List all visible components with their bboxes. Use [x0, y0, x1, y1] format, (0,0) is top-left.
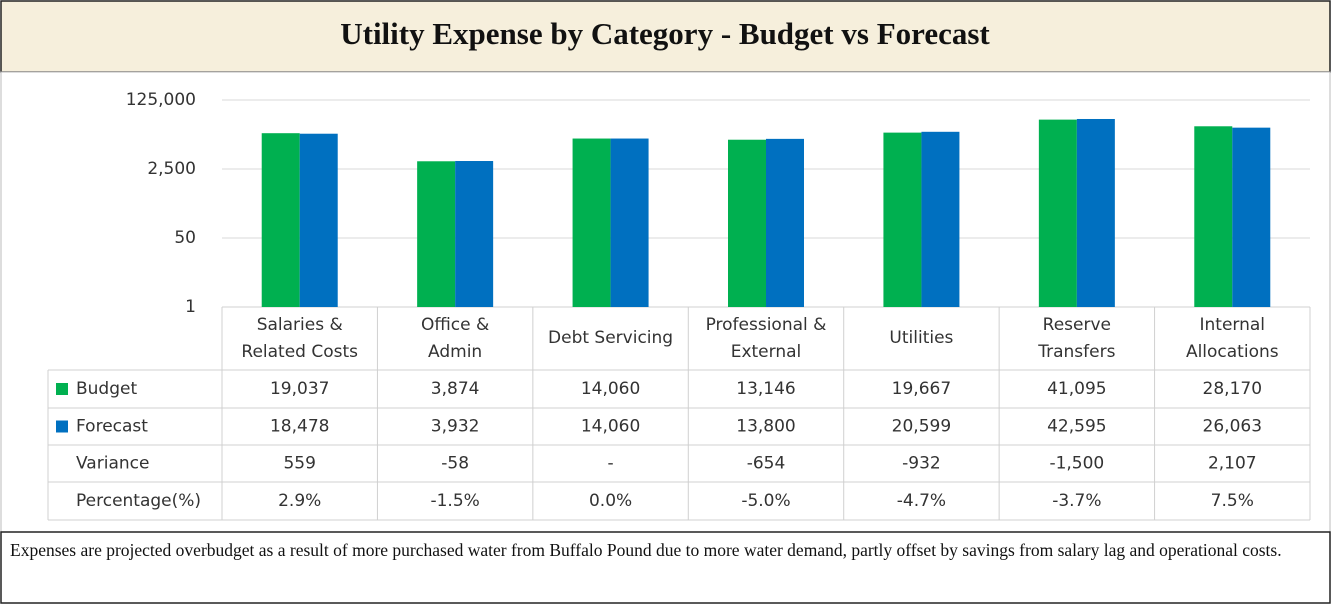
category-cell: Salaries & Related Costs — [241, 314, 359, 362]
table-value: 7.5% — [1211, 491, 1254, 511]
bar — [1194, 126, 1233, 307]
x-tick-label: Utilities — [889, 328, 954, 348]
table-value: -4.7% — [897, 491, 946, 511]
bar — [299, 133, 338, 307]
table-value: 18,478 — [270, 417, 329, 437]
legend-label: Forecast — [76, 417, 148, 437]
category-cell: Reserve Transfers — [1038, 314, 1116, 362]
y-tick-label: 1 — [185, 297, 196, 317]
chart-area — [0, 71, 1331, 533]
footnote: Expenses are projected overbudget as a r… — [10, 540, 1282, 560]
bar — [1232, 127, 1271, 307]
table-value: - — [608, 454, 614, 474]
bar — [572, 138, 611, 307]
table-value: 26,063 — [1203, 417, 1262, 437]
bar — [766, 138, 804, 307]
bar — [610, 138, 649, 307]
table-value: 13,800 — [736, 417, 795, 437]
table-value: -1,500 — [1049, 454, 1104, 474]
table-value: 559 — [283, 454, 315, 474]
table-value: -3.7% — [1052, 491, 1101, 511]
x-tick-label: Professional & External — [705, 314, 827, 362]
table-value: 13,146 — [736, 379, 795, 399]
table-value: 2.9% — [278, 491, 321, 511]
table-value: 14,060 — [581, 379, 640, 399]
bar — [1076, 118, 1115, 308]
table-value: 42,595 — [1047, 417, 1106, 437]
x-tick-label: Internal Allocations — [1185, 314, 1279, 362]
table-value: 19,037 — [270, 379, 329, 399]
category-cell: Utilities — [889, 328, 954, 348]
row-label: Percentage(%) — [76, 491, 201, 511]
x-tick-label: Office & Admin — [420, 314, 490, 362]
bar — [883, 132, 922, 307]
title-box — [0, 0, 1331, 73]
bar — [1038, 119, 1077, 308]
table-value: -5.0% — [741, 491, 790, 511]
table-value: 20,599 — [892, 417, 951, 437]
x-tick-label: Salaries & Related Costs — [241, 314, 359, 362]
row-label: Variance — [76, 454, 149, 474]
table-value: 28,170 — [1203, 379, 1262, 399]
table-value: -932 — [902, 454, 941, 474]
y-tick-label: 50 — [174, 228, 196, 248]
footnote-box — [0, 531, 1331, 604]
bar — [728, 139, 766, 307]
table-value: 3,874 — [431, 379, 480, 399]
bar — [455, 161, 494, 307]
category-cell: Professional & External — [705, 314, 827, 362]
legend-swatch — [56, 383, 68, 395]
table-value: 0.0% — [589, 491, 632, 511]
table-value: -58 — [441, 454, 469, 474]
legend-label: Budget — [76, 379, 137, 399]
table-value: 41,095 — [1047, 379, 1106, 399]
table-value: 19,667 — [892, 379, 951, 399]
table-value: -1.5% — [430, 491, 479, 511]
category-cell: Office & Admin — [420, 314, 490, 362]
category-cell: Debt Servicing — [548, 328, 674, 348]
y-tick-label: 125,000 — [126, 90, 196, 110]
x-tick-label: Reserve Transfers — [1038, 314, 1116, 362]
chart-title: Utility Expense by Category - Budget vs … — [340, 16, 990, 51]
bar — [261, 133, 300, 307]
category-cell: Internal Allocations — [1185, 314, 1279, 362]
y-tick-label: 2,500 — [147, 159, 196, 179]
footnote-wrap: Expenses are projected overbudget as a r… — [10, 540, 1282, 560]
bar — [417, 161, 456, 307]
table-value: 2,107 — [1208, 454, 1257, 474]
legend-swatch — [56, 420, 68, 433]
table-value: -654 — [747, 454, 786, 474]
x-tick-label: Debt Servicing — [548, 328, 674, 348]
table-value: 14,060 — [581, 417, 640, 437]
table-value: 3,932 — [431, 417, 480, 437]
bar — [921, 131, 960, 307]
